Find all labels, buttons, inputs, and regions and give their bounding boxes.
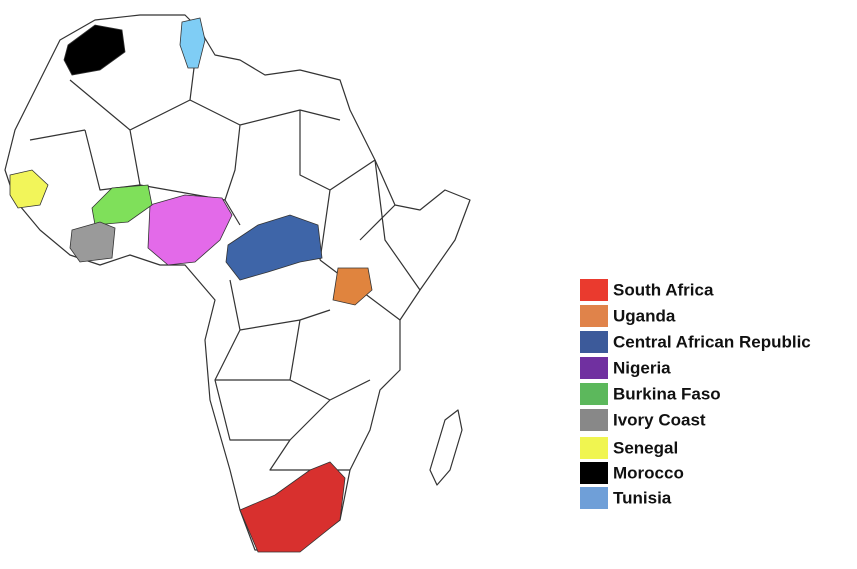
- region-tunisia: [179, 17, 206, 69]
- legend: South Africa Uganda Central African Republ…: [580, 279, 811, 509]
- legend-swatch: [580, 409, 608, 431]
- region-senegal: [9, 169, 49, 209]
- legend-swatch: [580, 462, 608, 484]
- legend-swatch: [580, 279, 608, 301]
- legend-swatch: [580, 487, 608, 509]
- region-morocco: [63, 24, 126, 76]
- region-nigeria: [147, 194, 233, 266]
- highlighted-countries: [9, 17, 373, 553]
- region-uganda: [332, 267, 373, 306]
- legend-label: Morocco: [613, 463, 684, 482]
- legend-label: Central African Republic: [613, 332, 811, 351]
- legend-swatch: [580, 437, 608, 459]
- legend-swatch: [580, 383, 608, 405]
- region-ivory-coast: [69, 221, 116, 263]
- legend-label: Uganda: [613, 306, 676, 325]
- region-burkina-faso: [91, 184, 153, 226]
- legend-label: Nigeria: [613, 358, 671, 377]
- legend-label: Ivory Coast: [613, 410, 706, 429]
- legend-swatch: [580, 305, 608, 327]
- legend-swatch: [580, 331, 608, 353]
- africa-outline: [4, 14, 471, 551]
- legend-label: Senegal: [613, 438, 678, 457]
- region-central-african-republic: [225, 214, 323, 281]
- region-south-africa: [239, 461, 346, 553]
- legend-label: Burkina Faso: [613, 384, 721, 403]
- legend-label: South Africa: [613, 280, 714, 299]
- legend-swatch: [580, 357, 608, 379]
- legend-label: Tunisia: [613, 488, 672, 507]
